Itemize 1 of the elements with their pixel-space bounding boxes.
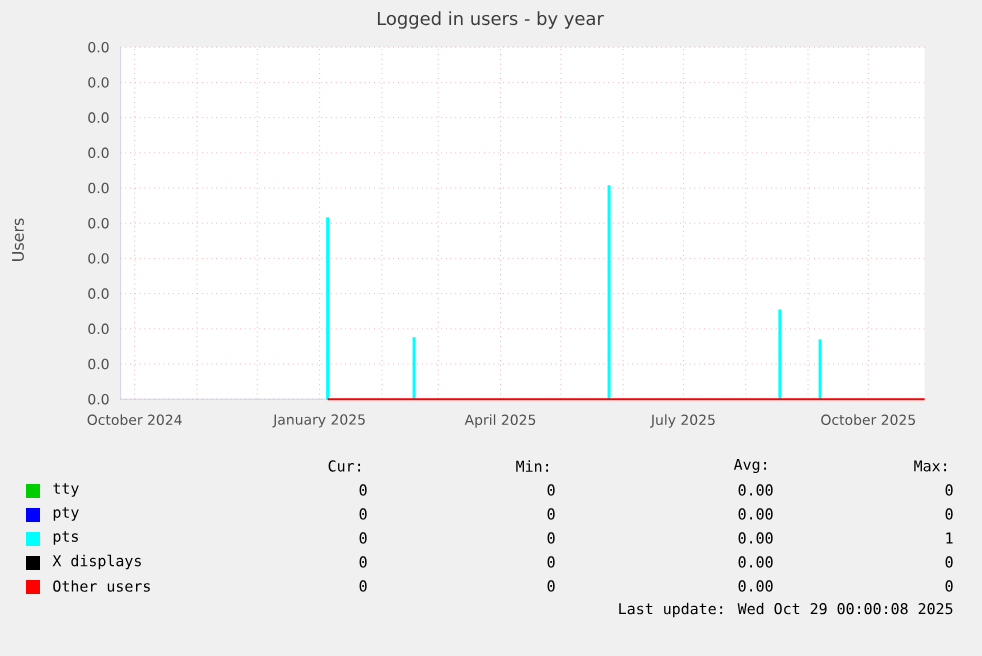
chart-title: Logged in users - by year [377, 11, 604, 29]
